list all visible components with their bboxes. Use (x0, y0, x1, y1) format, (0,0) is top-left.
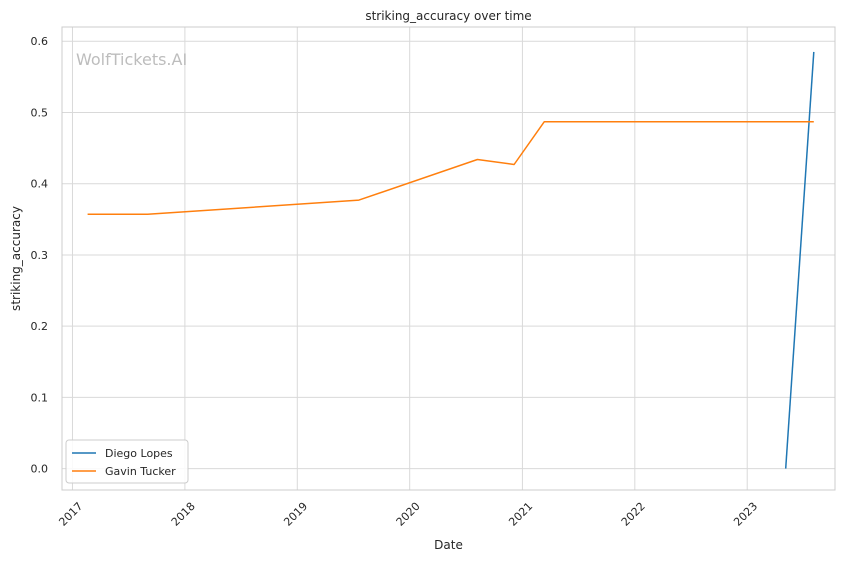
legend-label: Gavin Tucker (105, 465, 176, 478)
y-tick-label: 0.4 (31, 178, 49, 191)
chart-title: striking_accuracy over time (365, 9, 531, 23)
series-layer (87, 51, 815, 469)
legend: Diego Lopes Gavin Tucker (65, 439, 189, 484)
y-tick-label: 0.3 (31, 249, 49, 262)
y-tick-label: 0.5 (31, 106, 49, 119)
legend-label: Diego Lopes (105, 447, 173, 460)
y-axis-ticks: 0.0 0.1 0.2 0.3 0.4 0.5 0.6 (31, 35, 49, 475)
grid (62, 27, 835, 490)
y-tick-label: 0.0 (31, 463, 49, 476)
watermark-text: WolfTickets.AI (76, 50, 187, 69)
y-tick-label: 0.6 (31, 35, 49, 48)
y-tick-label: 0.2 (31, 320, 49, 333)
legend-box (65, 439, 189, 484)
series-line (87, 120, 814, 216)
plot-frame (61, 26, 836, 491)
x-axis-label: Date (434, 538, 463, 552)
y-tick-label: 0.1 (31, 391, 49, 404)
y-axis-label: striking_accuracy (9, 206, 23, 311)
